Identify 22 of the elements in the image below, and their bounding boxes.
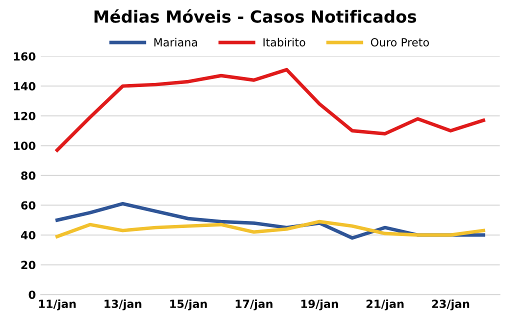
x-tick-label: 11/jan <box>39 299 76 310</box>
y-tick-label: 140 <box>14 82 36 90</box>
y-tick-label: 120 <box>14 112 36 120</box>
x-tick-label: 15/jan <box>170 299 207 310</box>
legend-label: Mariana <box>154 38 197 46</box>
y-tick-label: 20 <box>21 260 36 270</box>
line-series <box>55 68 486 152</box>
y-tick-label: 160 <box>14 52 36 61</box>
x-tick-label: 23/jan <box>432 299 470 310</box>
x-tick-label: 19/jan <box>301 299 338 310</box>
chart-title: Médias Móveis - Casos Notificados <box>94 9 416 23</box>
y-tick-label: 40 <box>20 230 36 240</box>
x-tick-label: 17/jan <box>236 299 272 310</box>
y-tick-label: 0 <box>28 290 36 299</box>
x-tick-label: 13/jan <box>104 299 142 310</box>
legend-label: Ouro Preto <box>370 38 429 46</box>
x-tick-label: 21/jan <box>366 299 404 310</box>
y-tick-label: 100 <box>14 142 36 150</box>
y-tick-label: 60 <box>21 201 36 210</box>
y-tick-label: 80 <box>21 171 36 180</box>
line-series <box>55 220 486 238</box>
legend-label: Itabirito <box>264 38 306 46</box>
